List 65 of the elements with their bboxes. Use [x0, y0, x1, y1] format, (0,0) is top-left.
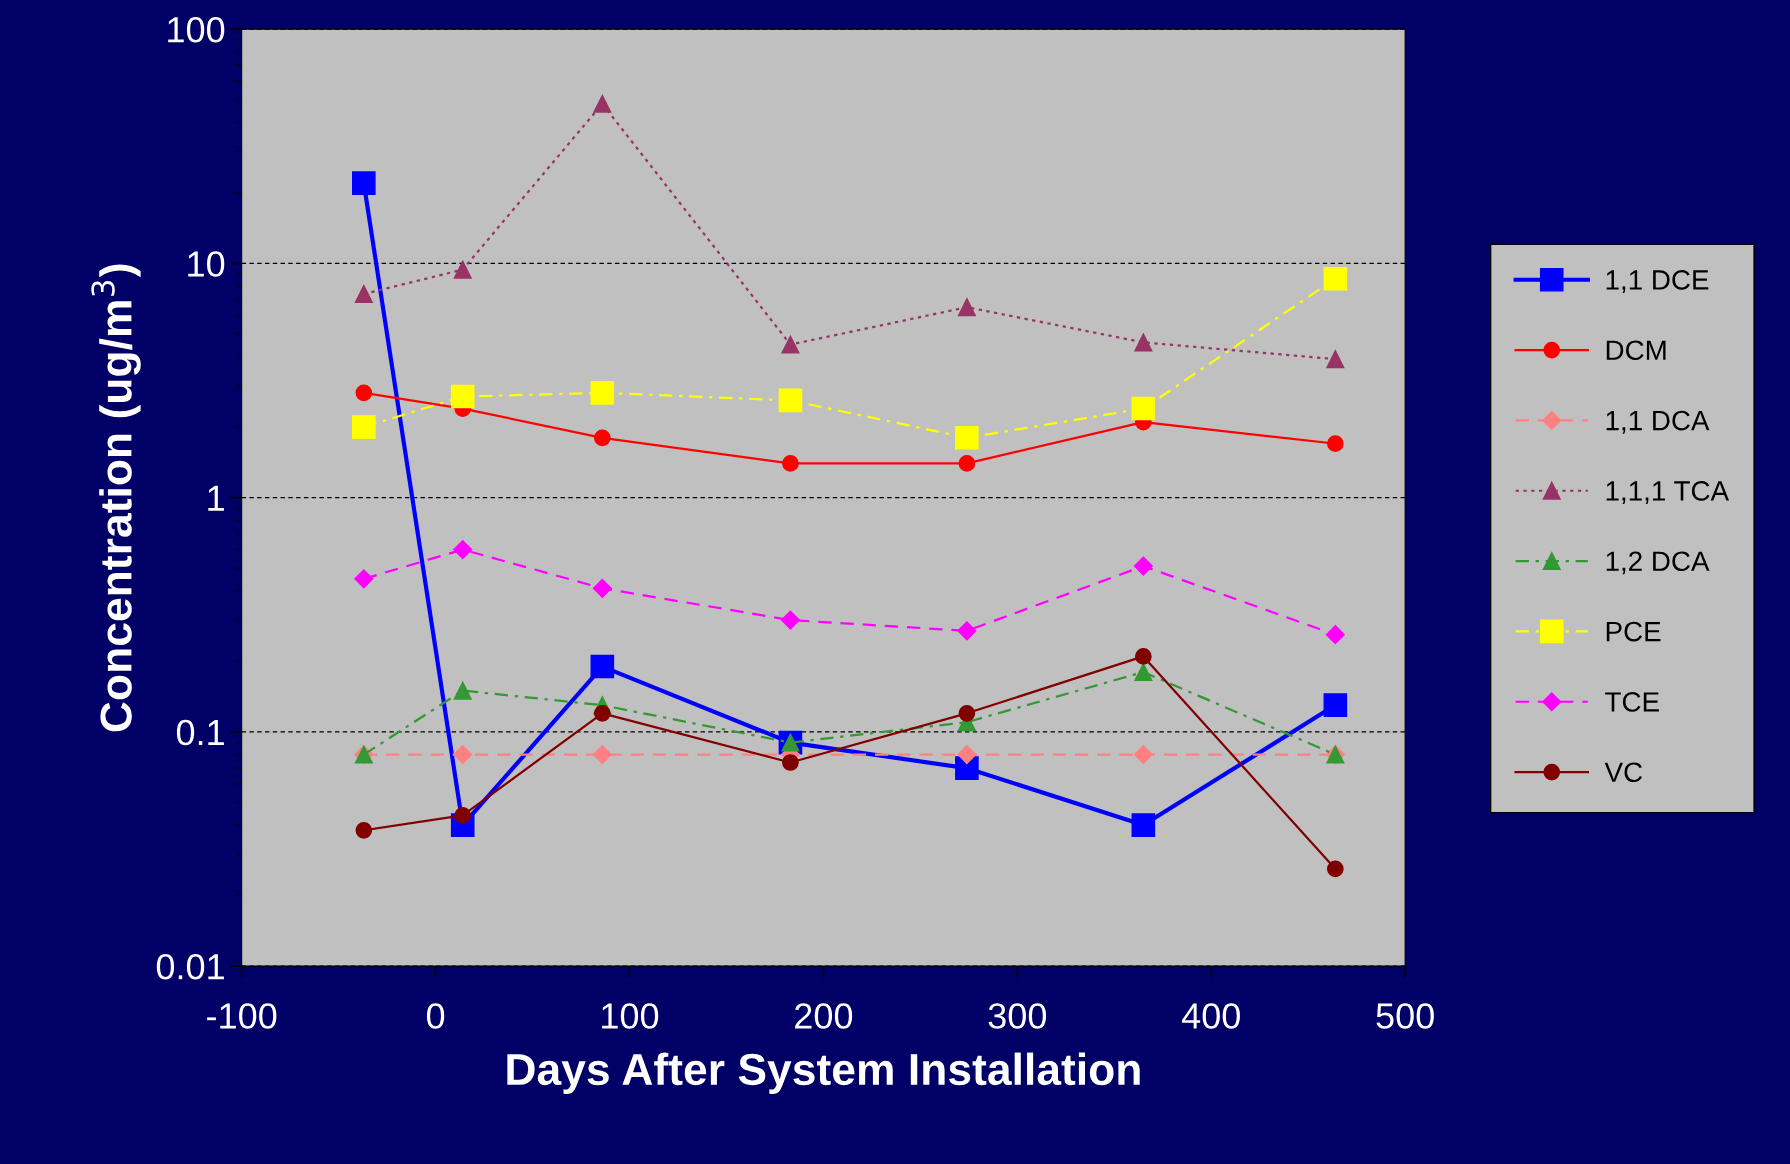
point	[453, 745, 473, 765]
point	[1325, 625, 1345, 645]
point	[955, 426, 979, 450]
point	[453, 260, 472, 279]
y-tick-label: 0.01	[156, 953, 224, 980]
x-tick-label: 400	[1181, 1003, 1240, 1029]
point	[778, 388, 803, 413]
legend-label: TCE	[1605, 692, 1659, 712]
point	[352, 415, 376, 439]
point	[1134, 663, 1153, 682]
point	[1131, 813, 1156, 837]
point	[355, 821, 373, 839]
point	[592, 745, 612, 765]
point	[1134, 333, 1153, 352]
x-tick-label: 0	[426, 1003, 445, 1029]
point	[1323, 693, 1348, 717]
point	[352, 171, 376, 195]
point	[453, 681, 472, 700]
point	[453, 540, 473, 560]
y-tick-label: 0.1	[176, 719, 224, 746]
legend-label: 1,2 DCA	[1606, 551, 1710, 575]
y-tick-label: 100	[168, 16, 225, 43]
point	[1133, 745, 1153, 765]
point	[1327, 860, 1344, 878]
point	[454, 807, 472, 824]
x-tick-label: 200	[795, 1003, 853, 1029]
point	[592, 578, 612, 598]
x-tick-label: 100	[602, 1003, 659, 1029]
y-axis-title: Concentration (ug/m$^{3}$)	[91, 264, 141, 732]
legend-label: PCE	[1606, 621, 1661, 642]
point	[594, 704, 611, 722]
point	[354, 569, 374, 589]
point	[782, 455, 799, 472]
point	[593, 94, 612, 113]
point	[957, 298, 976, 317]
legend-label: 1,1,1 TCA	[1606, 481, 1730, 505]
point	[958, 704, 976, 722]
legend-label: DCM	[1606, 340, 1666, 361]
point	[590, 381, 615, 405]
point	[1326, 350, 1345, 369]
x-tick-label: 300	[988, 1003, 1047, 1029]
point	[958, 455, 976, 472]
legend-label: VC	[1604, 762, 1643, 783]
point	[1135, 648, 1152, 665]
legend-label: 1,1 DCE	[1606, 270, 1709, 294]
point	[1131, 396, 1156, 421]
y-tick-label: 1	[208, 485, 224, 511]
point	[354, 284, 373, 304]
y-tick-label: 10	[188, 251, 225, 277]
point	[782, 754, 799, 771]
point	[590, 654, 615, 679]
point	[957, 745, 977, 765]
point	[594, 429, 611, 447]
x-axis-title: Days After System Installation	[507, 1052, 1140, 1094]
point	[1327, 435, 1344, 452]
point	[1133, 556, 1153, 576]
x-tick-label: 500	[1376, 1003, 1434, 1029]
point	[355, 384, 373, 402]
x-tick-label: -100	[207, 1003, 277, 1029]
point	[781, 335, 800, 354]
legend-label: 1,1 DCA	[1606, 410, 1710, 434]
point	[1323, 266, 1348, 291]
point	[450, 384, 475, 409]
point	[780, 610, 800, 630]
point	[957, 621, 977, 641]
